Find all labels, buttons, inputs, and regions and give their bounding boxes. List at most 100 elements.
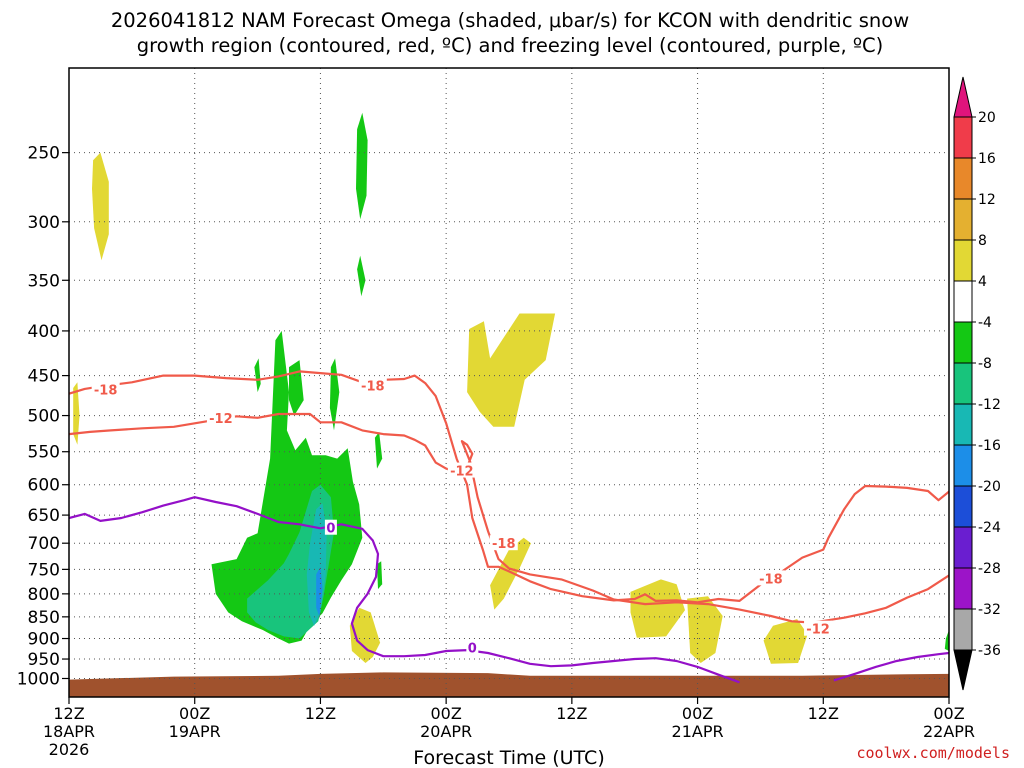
colorbar-label-7: -12 (978, 397, 1001, 413)
contour-label-3: -12 (450, 465, 474, 480)
colorbar-label-6: -8 (978, 356, 992, 372)
omega-region-7 (763, 619, 808, 664)
contour-label-bg-5 (756, 570, 785, 586)
contour-label-5: -18 (759, 572, 783, 587)
y-axis: 2503003504004505005506006507007508008509… (17, 144, 69, 689)
omega-region-5 (630, 579, 685, 638)
y-tick-label-14: 950 (28, 650, 60, 670)
colorbar: 20 16 12 8 4 -4 -8 -12 -16 -20 -24 -28 -32 -36 (953, 76, 1001, 691)
y-tick-label-12: 850 (28, 608, 60, 628)
omega-region-4 (349, 607, 381, 663)
colorbar-label-2: 12 (978, 192, 996, 208)
colorbar-label-11: -28 (978, 561, 1001, 577)
colorbar-swatch-4 (953, 280, 973, 323)
contour-labels: -18 -12 -18 -12 -18 -18 -12 0 0 (91, 377, 833, 657)
colorbar-label-5: -4 (978, 315, 992, 331)
colorbar-swatch-6 (953, 362, 973, 405)
colorbar-swatch-3 (953, 239, 973, 282)
colorbar-swatch-1 (953, 157, 973, 200)
x-tick-label-1-0: 00Z (179, 704, 210, 723)
contour-label-bg-4 (489, 535, 518, 551)
x-tick-label-0-2: 2026 (49, 740, 90, 759)
chart-title-line1: 2026041812 NAM Forecast Omega (shaded, μ… (111, 9, 909, 32)
x-tick-label-0-1: 18APR (43, 722, 95, 741)
contour-dgz-1 (69, 412, 949, 624)
x-tick-label-0-0: 12Z (53, 704, 84, 723)
omega-region-13 (374, 431, 383, 469)
x-tick-label-2-0: 12Z (305, 704, 336, 723)
omega-region-11 (289, 360, 304, 416)
x-tick-label-3-1: 20APR (420, 722, 472, 741)
contour-label-bg-6 (804, 620, 833, 636)
contour-label-bg-3 (447, 462, 476, 478)
omega-region-19 (316, 566, 323, 617)
y-tick-label-2: 350 (28, 271, 60, 291)
contour-label-bg-7 (324, 519, 337, 535)
colorbar-label-1: 16 (978, 151, 996, 167)
colorbar-swatch-10 (953, 526, 973, 569)
colorbar-label-13: -36 (978, 643, 1001, 659)
x-tick-label-6-0: 12Z (808, 704, 839, 723)
contour-label-7: 0 (326, 522, 335, 537)
contour-lines (69, 370, 949, 684)
colorbar-label-0: 20 (978, 110, 996, 126)
chart-title-line2: growth region (contoured, red, ºC) and f… (137, 34, 884, 57)
x-tick-label-5-0: 00Z (682, 704, 713, 723)
y-tick-label-10: 750 (28, 560, 60, 580)
omega-region-10 (254, 358, 261, 393)
colorbar-swatch-9 (953, 485, 973, 528)
colorbar-swatch-2 (953, 198, 973, 241)
contour-label-8: 0 (468, 642, 477, 657)
omega-region-3 (490, 537, 531, 610)
omega-region-12 (329, 358, 340, 431)
contour-label-bg-2 (358, 377, 387, 393)
contour-label-6: -12 (806, 623, 830, 638)
y-tick-label-0: 250 (28, 144, 60, 164)
omega-region-1 (73, 382, 80, 445)
colorbar-swatch-5 (953, 321, 973, 364)
y-tick-label-15: 1000 (17, 669, 60, 689)
colorbar-label-4: 4 (978, 274, 987, 290)
contour-label-bg-1 (206, 409, 235, 425)
x-tick-label-5-1: 21APR (672, 722, 724, 741)
x-tick-label-4-0: 12Z (556, 704, 587, 723)
colorbar-bottom-triangle (953, 649, 973, 691)
contour-label-bg-8 (466, 639, 479, 655)
contour-label-4: -18 (492, 537, 516, 552)
omega-region-14 (377, 561, 383, 590)
omega-region-6 (687, 596, 723, 663)
credit-text: coolwx.com/models (856, 744, 1010, 762)
colorbar-label-9: -20 (978, 479, 1001, 495)
y-tick-label-13: 900 (28, 630, 60, 650)
colorbar-label-8: -16 (978, 438, 1001, 454)
omega-region-2 (467, 313, 556, 427)
y-tick-label-1: 300 (28, 213, 60, 233)
omega-region-9 (357, 255, 366, 297)
y-tick-label-3: 400 (28, 322, 60, 342)
omega-shading (69, 112, 949, 697)
colorbar-swatch-8 (953, 444, 973, 487)
colorbar-label-12: -32 (978, 602, 1001, 618)
omega-region-15 (944, 630, 949, 651)
colorbar-swatch-12 (953, 608, 973, 651)
colorbar-swatch-0 (953, 116, 973, 159)
colorbar-label-10: -24 (978, 520, 1001, 536)
contour-freezing-segment-2 (833, 651, 949, 682)
plot-frame (68, 67, 950, 698)
contour-label-1: -12 (209, 412, 233, 427)
contour-label-0: -18 (94, 384, 118, 399)
x-tick-label-7-0: 00Z (933, 704, 964, 723)
x-tick-label-3-0: 00Z (430, 704, 461, 723)
x-axis-label: Forecast Time (UTC) (413, 747, 604, 768)
y-tick-label-7: 600 (28, 476, 60, 496)
y-tick-label-4: 450 (28, 367, 60, 387)
colorbar-swatch-7 (953, 403, 973, 446)
y-tick-label-8: 650 (28, 506, 60, 526)
contour-label-2: -18 (361, 380, 385, 395)
y-tick-label-11: 800 (28, 585, 60, 605)
contour-dgz-0 (69, 370, 949, 604)
omega-region-8 (356, 112, 368, 220)
contour-freezing-2 (69, 496, 740, 684)
